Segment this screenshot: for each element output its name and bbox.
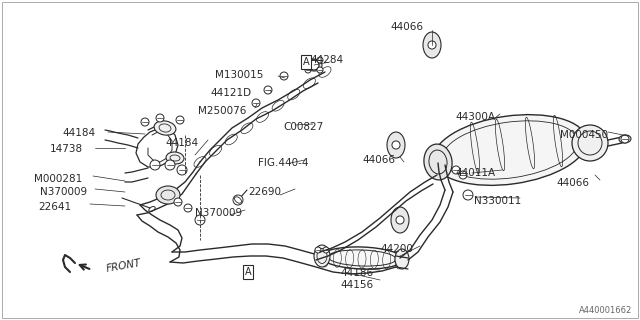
Ellipse shape bbox=[195, 215, 205, 225]
Ellipse shape bbox=[433, 115, 587, 185]
Text: 14738: 14738 bbox=[50, 144, 83, 154]
Ellipse shape bbox=[396, 216, 404, 224]
Ellipse shape bbox=[317, 57, 323, 63]
Ellipse shape bbox=[156, 114, 164, 122]
Ellipse shape bbox=[323, 247, 329, 253]
Ellipse shape bbox=[315, 247, 321, 253]
Text: 22641: 22641 bbox=[38, 202, 71, 212]
Ellipse shape bbox=[423, 32, 441, 58]
Ellipse shape bbox=[166, 152, 184, 164]
Ellipse shape bbox=[165, 160, 175, 170]
Text: FIG.440-4: FIG.440-4 bbox=[258, 158, 308, 168]
Text: 22690: 22690 bbox=[248, 187, 281, 197]
Text: 44300A: 44300A bbox=[455, 112, 495, 122]
Ellipse shape bbox=[280, 72, 288, 80]
Ellipse shape bbox=[264, 86, 272, 94]
Ellipse shape bbox=[395, 249, 409, 269]
Ellipse shape bbox=[387, 132, 405, 158]
Text: N370009: N370009 bbox=[195, 208, 242, 218]
Ellipse shape bbox=[621, 135, 629, 143]
Text: 44184: 44184 bbox=[62, 128, 95, 138]
Ellipse shape bbox=[424, 144, 452, 180]
Ellipse shape bbox=[306, 59, 322, 71]
Text: A: A bbox=[303, 57, 309, 67]
Text: A: A bbox=[244, 267, 252, 277]
Text: 44200: 44200 bbox=[380, 244, 413, 254]
Text: 44066: 44066 bbox=[556, 178, 589, 188]
Ellipse shape bbox=[176, 116, 184, 124]
Text: 44066: 44066 bbox=[362, 155, 395, 165]
Text: N370009: N370009 bbox=[40, 187, 87, 197]
Text: C00827: C00827 bbox=[283, 122, 323, 132]
Text: 44284: 44284 bbox=[310, 55, 343, 65]
Ellipse shape bbox=[619, 135, 631, 143]
Text: 44184: 44184 bbox=[165, 138, 198, 148]
Text: M000281: M000281 bbox=[34, 174, 83, 184]
Ellipse shape bbox=[305, 57, 311, 63]
Text: N330011: N330011 bbox=[474, 196, 521, 206]
Ellipse shape bbox=[459, 171, 467, 179]
Text: FRONT: FRONT bbox=[105, 258, 141, 274]
Text: A440001662: A440001662 bbox=[579, 306, 632, 315]
Text: M000450: M000450 bbox=[560, 130, 608, 140]
Ellipse shape bbox=[428, 41, 436, 49]
Ellipse shape bbox=[177, 165, 187, 175]
Ellipse shape bbox=[452, 166, 460, 174]
Ellipse shape bbox=[233, 195, 243, 205]
Ellipse shape bbox=[305, 67, 311, 73]
Text: 44011A: 44011A bbox=[455, 168, 495, 178]
Text: M130015: M130015 bbox=[215, 70, 264, 80]
Ellipse shape bbox=[252, 99, 260, 107]
Ellipse shape bbox=[150, 160, 160, 170]
Ellipse shape bbox=[392, 141, 400, 149]
Ellipse shape bbox=[174, 198, 182, 206]
Text: M250076: M250076 bbox=[198, 106, 246, 116]
Ellipse shape bbox=[156, 186, 180, 204]
Ellipse shape bbox=[317, 67, 323, 73]
Text: 44121D: 44121D bbox=[210, 88, 251, 98]
Ellipse shape bbox=[141, 118, 149, 126]
Text: 44186: 44186 bbox=[340, 268, 373, 278]
Ellipse shape bbox=[391, 207, 409, 233]
Ellipse shape bbox=[154, 121, 176, 135]
Ellipse shape bbox=[314, 245, 330, 267]
Ellipse shape bbox=[184, 204, 192, 212]
Ellipse shape bbox=[463, 190, 473, 200]
Ellipse shape bbox=[572, 125, 608, 161]
Text: 44156: 44156 bbox=[340, 280, 373, 290]
Ellipse shape bbox=[321, 247, 403, 269]
Text: 44066: 44066 bbox=[390, 22, 423, 32]
Ellipse shape bbox=[309, 60, 319, 70]
